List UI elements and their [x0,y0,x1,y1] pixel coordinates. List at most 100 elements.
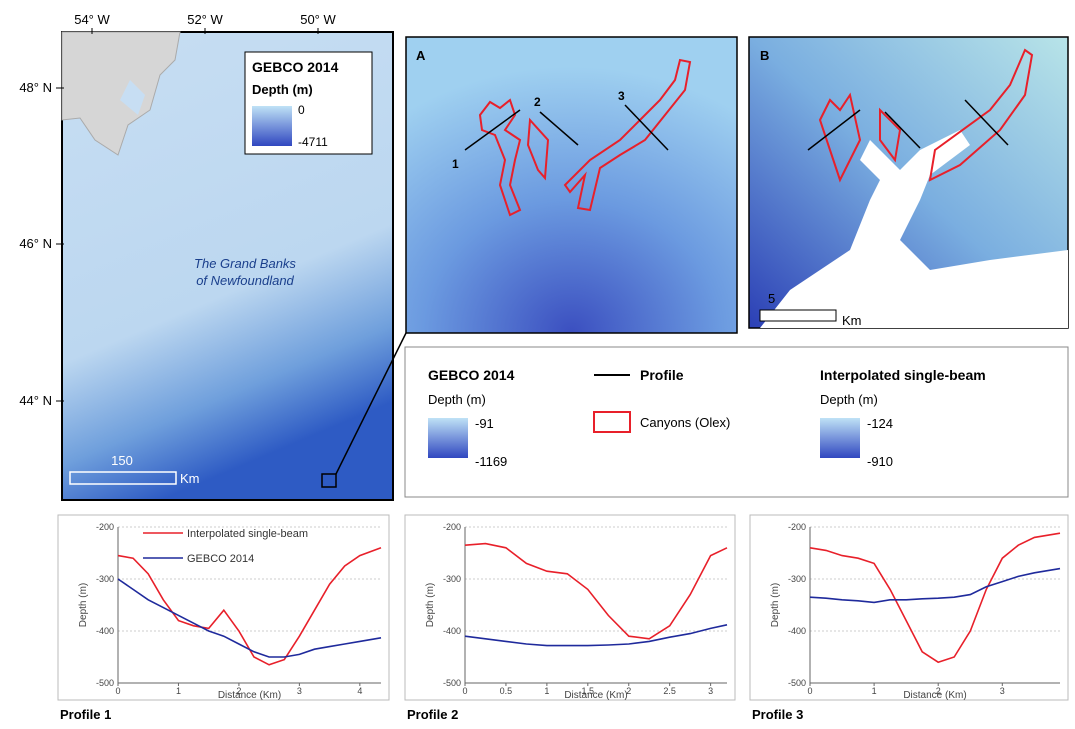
y-tick-label: -400 [788,626,806,636]
x-tick-label: 1.5 [582,686,595,696]
legend-max: 0 [298,103,305,117]
x-tick-label: 0.5 [500,686,513,696]
legend-min: -910 [867,454,893,469]
y-axis-label: Depth (m) [78,583,89,627]
x-tick-label: 3 [1000,686,1005,696]
legend-box [404,346,1069,498]
y-tick-label: -400 [96,626,114,636]
profile-legend: Profile [640,367,684,383]
color-ramp [428,418,468,458]
x-tick-label: 3 [708,686,713,696]
profile-line [464,109,521,151]
x-tick-label: 2.5 [663,686,676,696]
series-line [809,532,1061,664]
x-tick-label: 3 [297,686,302,696]
lat-label: 48° N [19,80,52,95]
y-tick-label: -200 [788,522,806,532]
inset-box [321,473,337,488]
x-tick-label: 2 [626,686,631,696]
y-tick-label: -200 [443,522,461,532]
region-label: of Newfoundland [196,273,294,288]
y-tick-label: -200 [96,522,114,532]
panel-label: A [416,48,426,63]
y-tick-label: -400 [443,626,461,636]
legend-max: -91 [475,416,494,431]
lon-label: 52° W [187,12,223,27]
canyon-swatch [593,411,631,433]
inset-line [335,332,407,475]
legend-subtitle: Depth (m) [428,392,486,407]
lon-label: 50° W [300,12,336,27]
x-tick-label: 0 [115,686,120,696]
lon-label: 54° W [74,12,110,27]
lon-labels: 54° W 52° W 50° W [74,12,336,27]
scale-value: 150 [111,453,133,468]
scale-unit: Km [180,471,200,486]
x-tick-label: 0 [807,686,812,696]
y-tick-label: -300 [788,574,806,584]
x-tick-label: 0 [462,686,467,696]
legend-title: GEBCO 2014 [252,59,339,75]
canyons [478,58,692,217]
chart-title: Profile 3 [752,707,803,722]
legend-title: Interpolated single-beam [820,367,986,383]
canyons [818,48,1034,183]
canyon-legend: Canyons (Olex) [640,415,730,430]
series-line [464,542,728,640]
legend-label: GEBCO 2014 [187,553,254,565]
color-ramp [252,106,292,146]
legend-subtitle: Depth (m) [252,82,313,97]
legend-label: Interpolated single-beam [187,528,308,540]
panel-label: B [760,48,769,63]
chart-panel [749,514,1069,701]
y-tick-label: -500 [788,678,806,688]
y-axis-label: Depth (m) [770,583,781,627]
x-tick-label: 1 [872,686,877,696]
region-label: The Grand Banks [194,256,296,271]
chart-title: Profile 2 [407,707,458,722]
profile-line [884,111,921,149]
chart-panel [404,514,736,701]
series-line [117,578,382,658]
profile-line [539,111,579,146]
land [61,31,181,156]
profile-number: 2 [534,95,541,109]
lat-labels: 48° N 46° N 44° N [19,80,52,408]
y-axis-label: Depth (m) [425,583,436,627]
chart-title: Profile 1 [60,707,111,722]
legend-min: -4711 [298,135,328,149]
bay [120,80,145,115]
lat-label: 44° N [19,393,52,408]
chart-panel [57,514,390,701]
x-tick-label: 2 [936,686,941,696]
x-axis-label: Distance (Km) [218,690,281,701]
legend-subtitle: Depth (m) [820,392,878,407]
scale-value: 5 [768,291,775,306]
series-line [117,547,382,666]
series-line [464,624,728,647]
legend-max: -124 [867,416,893,431]
panel-a-map [405,36,738,334]
profile-number: 3 [618,89,625,103]
x-tick-label: 4 [357,686,362,696]
y-tick-label: -300 [96,574,114,584]
lat-label: 46° N [19,236,52,251]
profile-line [624,104,669,151]
scale-bar [759,309,837,322]
x-axis-label: Distance (Km) [903,690,966,701]
scale-bar [69,471,177,485]
x-tick-label: 2 [236,686,241,696]
x-tick-label: 1 [544,686,549,696]
legend-min: -1169 [475,454,507,469]
x-tick-label: 1 [176,686,181,696]
profile-number: 1 [452,157,459,171]
x-axis-label: Distance (Km) [564,690,627,701]
y-tick-label: -300 [443,574,461,584]
profile-line [964,99,1009,146]
profile-line [807,109,861,151]
color-ramp [820,418,860,458]
legend-title: GEBCO 2014 [428,367,515,383]
y-tick-label: -500 [96,678,114,688]
series-line [809,567,1061,604]
